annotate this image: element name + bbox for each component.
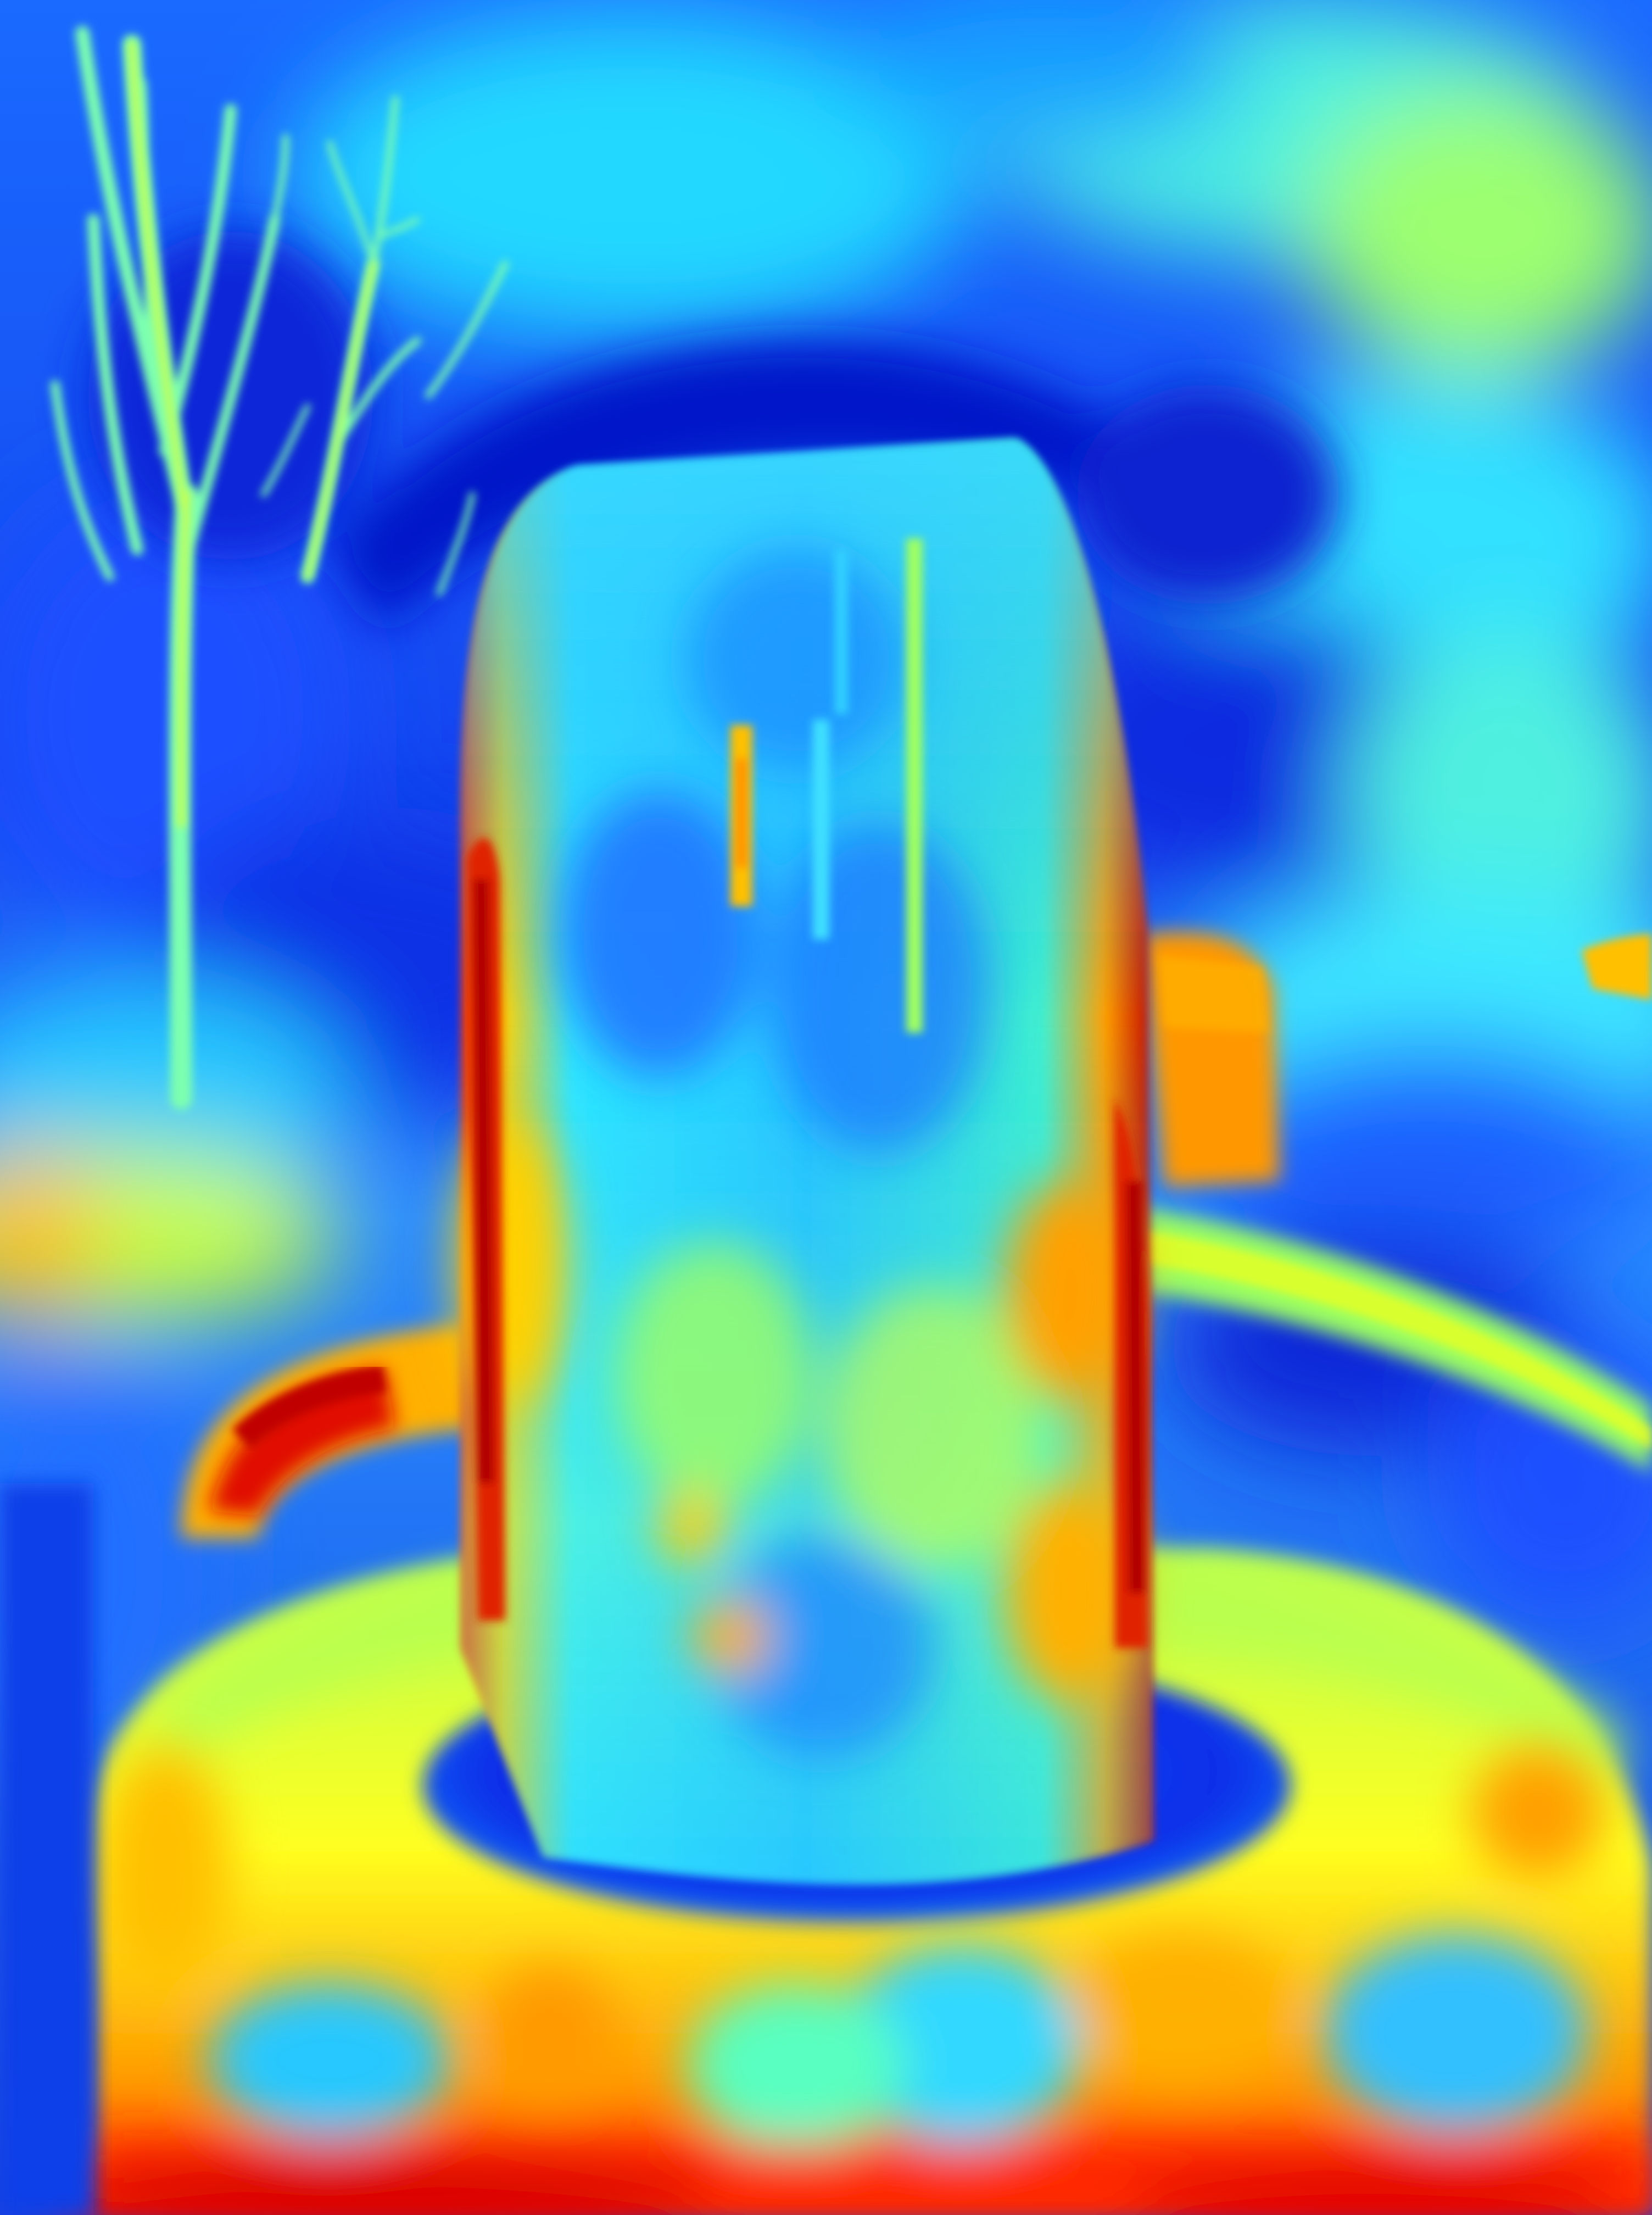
curved-handle [181,1324,478,1538]
foreground-ground [55,1747,1652,2215]
left-edge-shadow [0,1483,93,2215]
tree-branches [51,26,509,1110]
cylindrical-pillar [456,439,1153,1884]
right-side-rail [1142,932,1652,1472]
